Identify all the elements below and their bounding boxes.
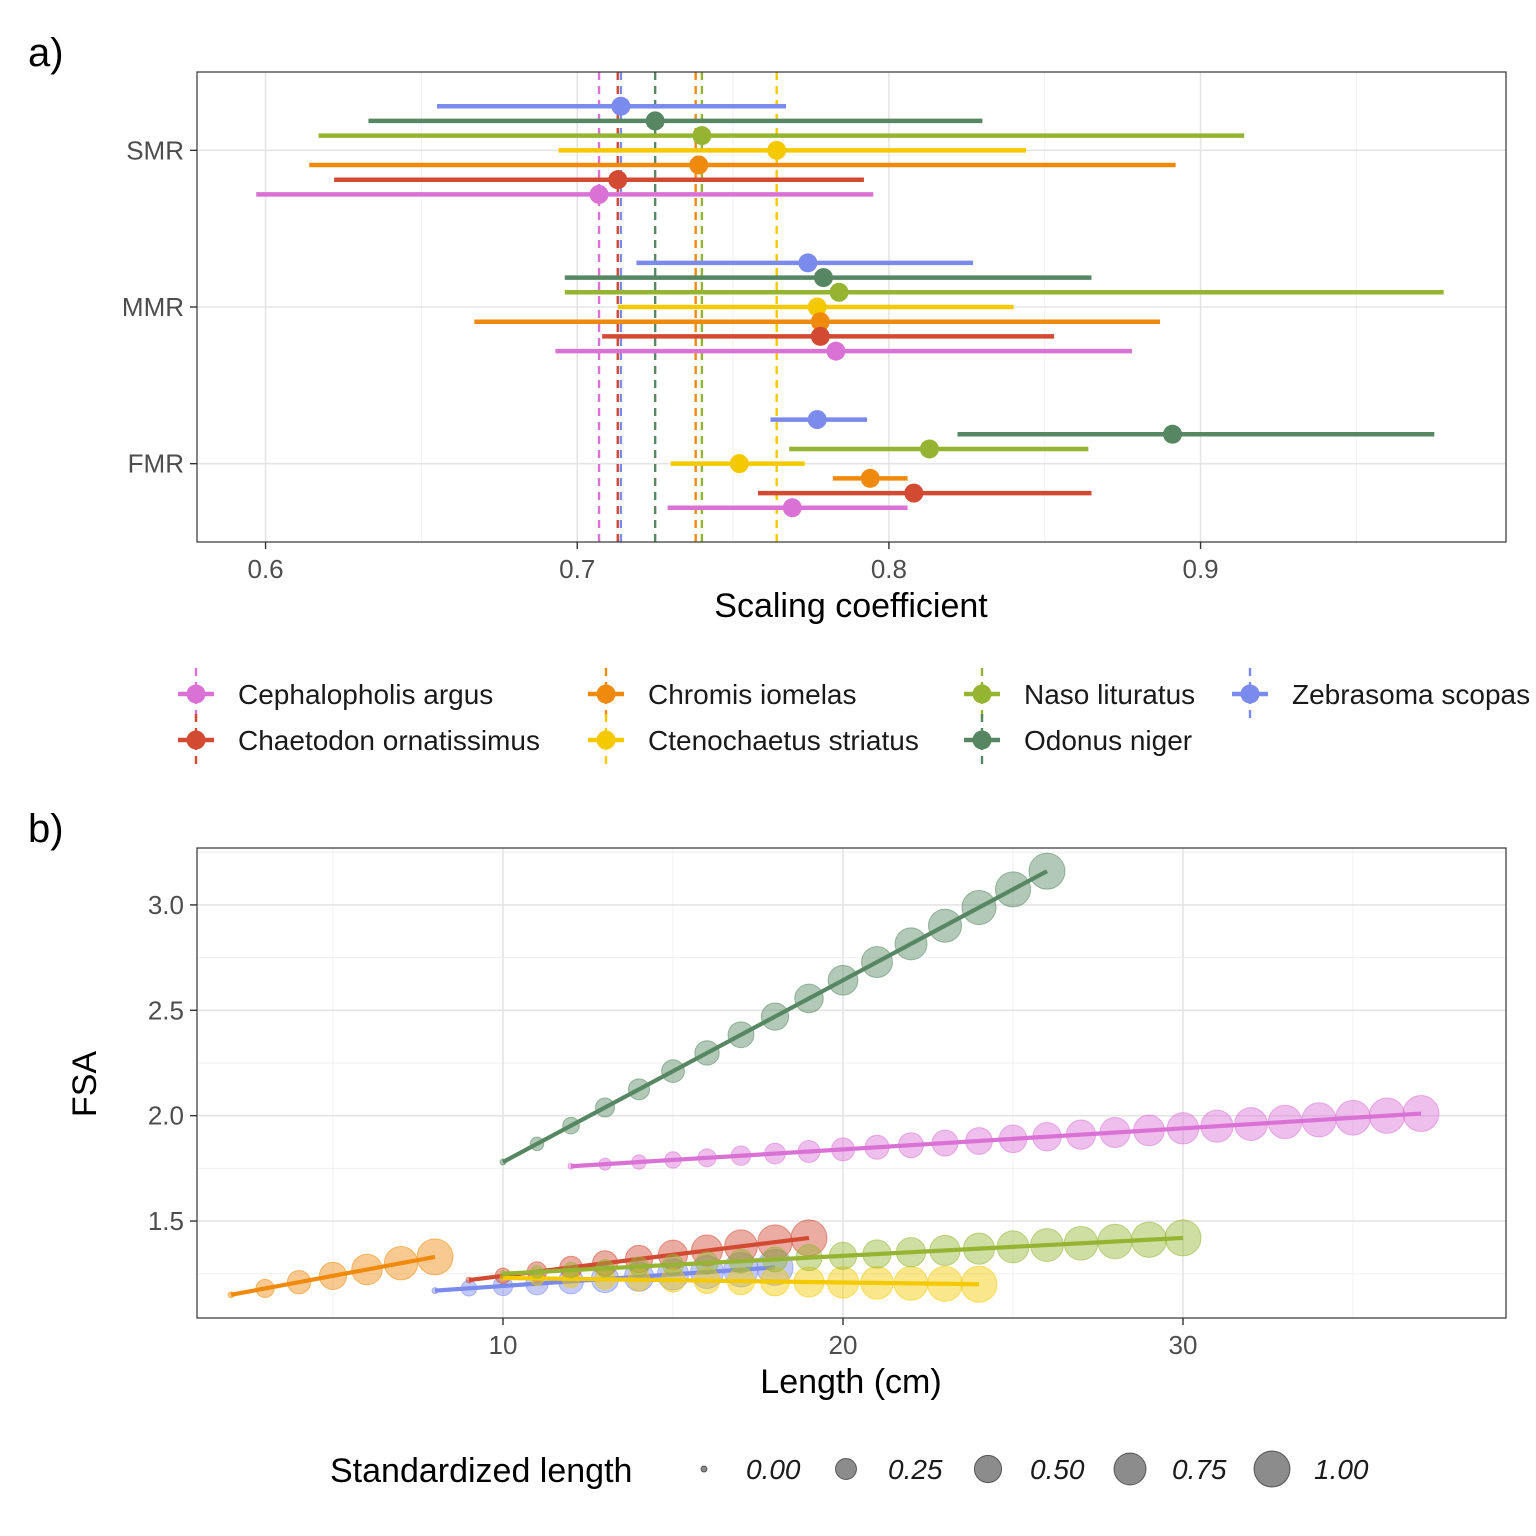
panel-a: 0.6 0.7 0.8 0.9 SMR MMR FMR Scaling coefficien… [122, 71, 1507, 625]
panel-b-axes: 10 20 30 1.5 2.0 2.5 3.0 [148, 890, 1198, 1360]
point-zebrasoma-scopas-mmr [798, 253, 818, 273]
size-legend-label: 0.75 [1172, 1454, 1227, 1485]
legend-label-chromis-iomelas: Chromis iomelas [648, 679, 857, 710]
size-legend-circle [700, 1465, 708, 1473]
legend-key-chromis-iomelas [588, 668, 624, 720]
size-legend-label: 0.50 [1030, 1454, 1085, 1485]
legend-key-point [596, 730, 616, 750]
point-ctenochaetus-striatus-smr [767, 140, 787, 160]
legend-key-zebrasoma-scopas [1232, 668, 1268, 720]
point-naso-lituratus-fmr [919, 439, 939, 459]
point-naso-lituratus-smr [692, 126, 712, 146]
size-legend-circle [973, 1454, 1003, 1484]
panel-b-marks [227, 852, 1440, 1303]
b-y-tick-label: 1.5 [148, 1206, 184, 1236]
b-y-tick-label: 2.0 [148, 1101, 184, 1131]
fit-line-ctenochaetus-striatus [502, 1275, 980, 1287]
legend-label-chaetodon-ornatissimus: Chaetodon ornatissimus [238, 725, 540, 756]
size-legend-circle [835, 1458, 857, 1480]
series-ctenochaetus-striatus [499, 1265, 998, 1303]
a-x-tick-label: 0.8 [871, 554, 907, 584]
point-ctenochaetus-striatus-fmr [729, 454, 749, 474]
point-zebrasoma-scopas-smr [611, 96, 631, 116]
b-x-tick-label: 20 [829, 1330, 858, 1360]
legend-key-point [1240, 684, 1260, 704]
size-legend-circle [1113, 1452, 1147, 1486]
legend-key-point [186, 684, 206, 704]
point-cephalopholis-argus-mmr [826, 341, 846, 361]
panel-b-border [196, 847, 1507, 1319]
point-odonus-niger-smr [645, 111, 665, 131]
point-chromis-iomelas-smr [689, 155, 709, 175]
series-chromis-iomelas [227, 1238, 454, 1299]
point-chaetodon-ornatissimus-mmr [810, 326, 830, 346]
size-legend-label: 0.00 [746, 1454, 801, 1485]
legend-key-point [972, 730, 992, 750]
point-naso-lituratus-mmr [829, 282, 849, 302]
b-x-tick-label: 10 [489, 1330, 518, 1360]
point-chaetodon-ornatissimus-smr [608, 170, 628, 190]
series-cephalopholis-argus [567, 1095, 1440, 1171]
legend-key-cephalopholis-argus [178, 668, 214, 720]
a-x-tick-label: 0.9 [1182, 554, 1218, 584]
fit-line-odonus-niger [502, 869, 1048, 1164]
legend-key-ctenochaetus-striatus [588, 714, 624, 766]
panel-a-axes: 0.6 0.7 0.8 0.9 SMR MMR FMR [122, 135, 1219, 584]
fit-line-chromis-iomelas [230, 1254, 436, 1297]
a-x-tick-label: 0.6 [247, 554, 283, 584]
point-cephalopholis-argus-smr [589, 184, 609, 204]
legend-key-naso-lituratus [964, 668, 1000, 720]
size-legend-label: 0.25 [888, 1454, 943, 1485]
a-y-tick-label: SMR [126, 135, 184, 165]
size-legend-title: Standardized length [330, 1452, 632, 1490]
size-legend-circle [1253, 1450, 1291, 1488]
legend-label-cephalopholis-argus: Cephalopholis argus [238, 679, 493, 710]
panel-b-label: b) [28, 807, 64, 851]
size-legend: Standardized length 0.00 0.25 0.50 0.75 1.00 [330, 1450, 1369, 1490]
point-chromis-iomelas-mmr [810, 312, 830, 332]
panel-b-x-axis-title: Length (cm) [760, 1363, 941, 1401]
legend-key-point [596, 684, 616, 704]
point-ctenochaetus-striatus-mmr [807, 297, 827, 317]
panel-b-background [197, 848, 1506, 1318]
fit-line-naso-lituratus [502, 1235, 1184, 1276]
b-y-tick-label: 2.5 [148, 995, 184, 1025]
legend-label-zebrasoma-scopas: Zebrasoma scopas [1292, 679, 1530, 710]
point-cephalopholis-argus-fmr [782, 498, 802, 518]
point-chromis-iomelas-fmr [860, 468, 880, 488]
panel-a-marks [256, 96, 1444, 518]
panel-b-y-axis-title: FSA [66, 1051, 104, 1117]
series-odonus-niger [499, 852, 1066, 1166]
legend-key-point [186, 730, 206, 750]
legend-label-ctenochaetus-striatus: Ctenochaetus striatus [648, 725, 919, 756]
b-x-tick-label: 30 [1169, 1330, 1198, 1360]
point-zebrasoma-scopas-fmr [807, 410, 827, 430]
fit-line-cephalopholis-argus [570, 1111, 1422, 1169]
series-naso-lituratus [499, 1219, 1202, 1279]
legend-key-odonus-niger [964, 714, 1000, 766]
legend-key-chaetodon-ornatissimus [178, 714, 214, 766]
a-y-tick-label: MMR [122, 292, 184, 322]
a-y-tick-label: FMR [128, 449, 184, 479]
legend-label-odonus-niger: Odonus niger [1024, 725, 1192, 756]
legend-key-point [972, 684, 992, 704]
panel-a-x-axis-title: Scaling coefficient [714, 587, 988, 625]
size-legend-label: 1.00 [1314, 1454, 1369, 1485]
panel-a-label: a) [28, 31, 64, 75]
b-y-tick-label: 3.0 [148, 890, 184, 920]
point-odonus-niger-mmr [813, 268, 833, 288]
point-chaetodon-ornatissimus-fmr [904, 483, 924, 503]
legend-label-naso-lituratus: Naso lituratus [1024, 679, 1195, 710]
panel-b: 10 20 30 1.5 2.0 2.5 3.0 Length (cm) FSA [66, 847, 1507, 1401]
point-odonus-niger-fmr [1163, 424, 1183, 444]
species-legend: Cephalopholis argus Chaetodon ornatissimu… [178, 668, 1530, 766]
a-x-tick-label: 0.7 [559, 554, 595, 584]
